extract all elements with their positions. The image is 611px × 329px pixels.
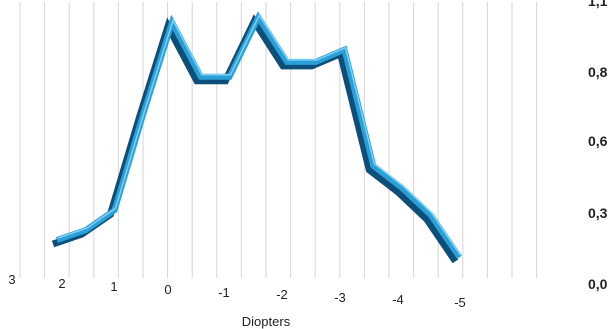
y-tick-label: 0,0	[588, 276, 608, 292]
y-tick-label: 1,1	[588, 0, 608, 9]
x-tick-label: -5	[454, 295, 466, 310]
x-tick-label: -2	[276, 287, 288, 302]
x-tick-label: 3	[8, 272, 15, 287]
series-line-highlight	[57, 13, 462, 256]
x-tick-label: -3	[334, 290, 346, 305]
gridlines	[19, 2, 538, 278]
x-tick-label: -4	[392, 292, 404, 307]
x-tick-label: -1	[218, 285, 230, 300]
x-tick-label: 0	[164, 282, 171, 297]
x-tick-label: 2	[58, 276, 65, 291]
y-axis-ticks: 0,0 0,3 0,6 0,8 1,1	[588, 0, 608, 292]
x-axis-ticks: 3 2 1 0 -1 -2 -3 -4 -5	[8, 272, 465, 310]
series-line	[56, 11, 462, 259]
y-tick-label: 0,6	[588, 133, 608, 149]
x-axis-title: Diopters	[242, 314, 291, 329]
series-line-shadow	[51, 14, 459, 264]
y-tick-label: 0,8	[588, 64, 608, 80]
y-tick-label: 0,3	[588, 205, 608, 221]
x-tick-label: 1	[110, 279, 117, 294]
series-layer	[51, 11, 462, 264]
